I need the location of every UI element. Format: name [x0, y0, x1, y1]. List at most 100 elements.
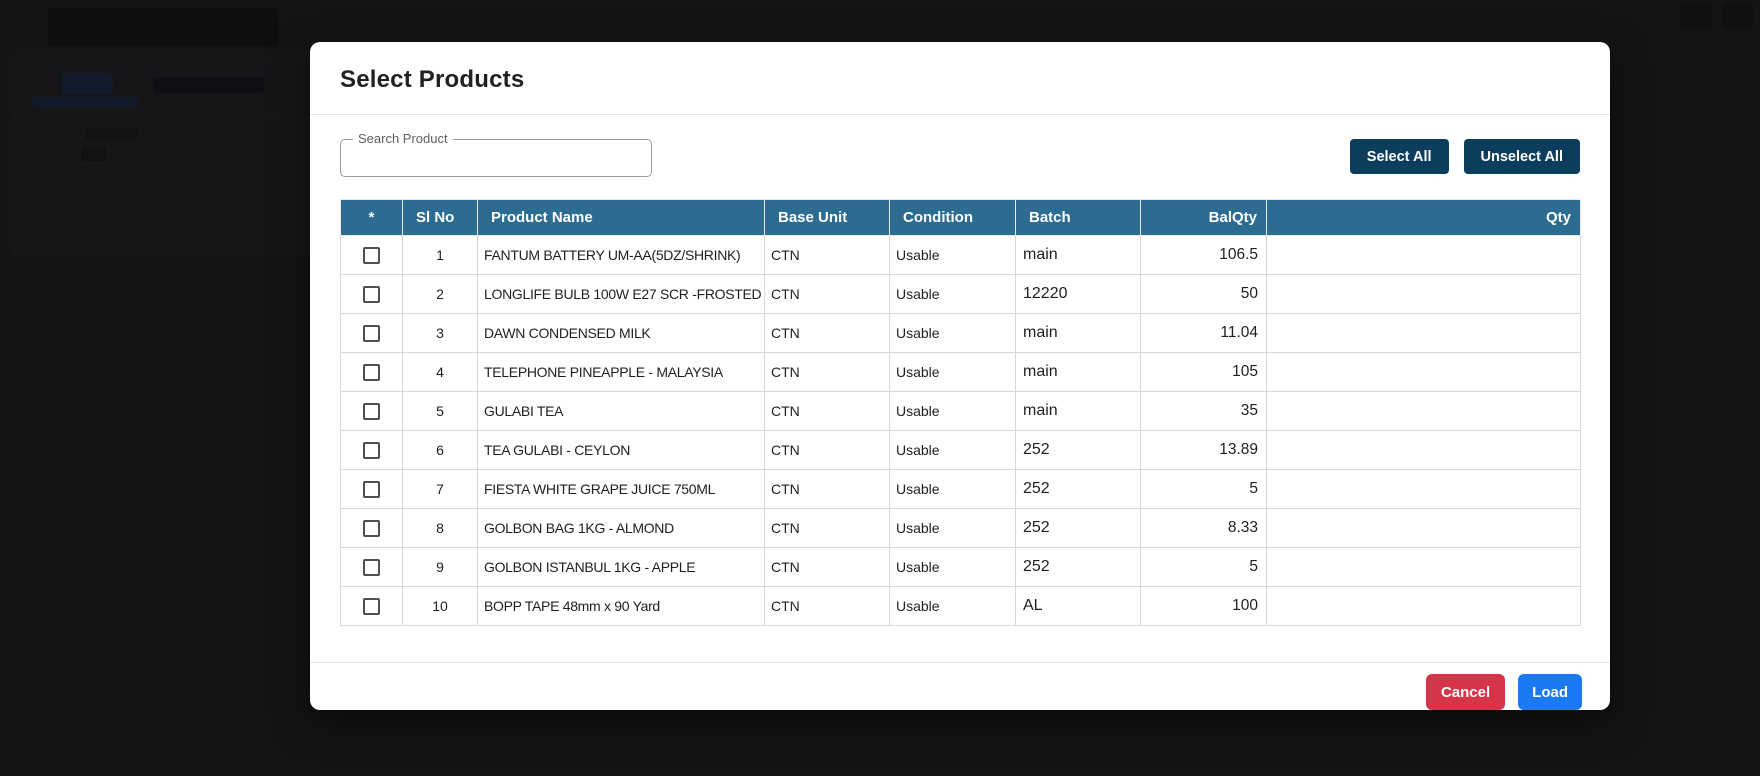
cancel-button[interactable]: Cancel: [1425, 674, 1506, 710]
row-batch: main: [1015, 235, 1141, 275]
row-product-name: TELEPHONE PINEAPPLE - MALAYSIA: [477, 352, 765, 392]
row-checkbox[interactable]: [363, 246, 380, 264]
row-balqty: 35: [1140, 391, 1267, 431]
row-condition: Usable: [889, 547, 1016, 587]
row-product-name: GOLBON BAG 1KG - ALMOND: [477, 508, 765, 548]
row-condition: Usable: [889, 508, 1016, 548]
header-batch: Batch: [1015, 199, 1141, 236]
row-qty-cell: [1266, 235, 1581, 275]
row-batch: 12220: [1015, 274, 1141, 314]
row-balqty: 11.04: [1140, 313, 1267, 353]
row-base-unit: CTN: [764, 547, 890, 587]
row-qty-cell: [1266, 430, 1581, 470]
row-product-name: FANTUM BATTERY UM-AA(5DZ/SHRINK): [477, 235, 765, 275]
row-balqty: 8.33: [1140, 508, 1267, 548]
row-batch: main: [1015, 352, 1141, 392]
row-qty-cell: [1266, 274, 1581, 314]
table-header-row: * Sl No Product Name Base Unit Condition…: [340, 199, 1581, 236]
table-row: 8 GOLBON BAG 1KG - ALMOND CTN Usable 252…: [340, 508, 1581, 548]
row-batch: main: [1015, 391, 1141, 431]
toolbar-buttons: Select All Unselect All: [1349, 139, 1580, 174]
row-product-name: GULABI TEA: [477, 391, 765, 431]
row-qty-cell: [1266, 508, 1581, 548]
row-sl-no: 10: [402, 586, 478, 626]
row-base-unit: CTN: [764, 235, 890, 275]
row-base-unit: CTN: [764, 469, 890, 509]
row-product-name: GOLBON ISTANBUL 1KG - APPLE: [477, 547, 765, 587]
row-condition: Usable: [889, 313, 1016, 353]
row-base-unit: CTN: [764, 586, 890, 626]
table-row: 6 TEA GULABI - CEYLON CTN Usable 252 13.…: [340, 430, 1581, 470]
header-sl-no: Sl No: [402, 199, 478, 236]
products-table: * Sl No Product Name Base Unit Condition…: [340, 199, 1581, 626]
row-condition: Usable: [889, 352, 1016, 392]
unselect-all-button[interactable]: Unselect All: [1463, 139, 1580, 174]
row-checkbox[interactable]: [363, 285, 380, 303]
toolbar-row: Search Product Select All Unselect All: [340, 131, 1580, 177]
product-table-body: 1 FANTUM BATTERY UM-AA(5DZ/SHRINK) CTN U…: [340, 235, 1581, 626]
row-base-unit: CTN: [764, 313, 890, 353]
header-product-name: Product Name: [477, 199, 765, 236]
row-checkbox[interactable]: [363, 363, 380, 381]
row-balqty: 5: [1140, 469, 1267, 509]
row-condition: Usable: [889, 274, 1016, 314]
row-qty-cell: [1266, 586, 1581, 626]
row-product-name: FIESTA WHITE GRAPE JUICE 750ML: [477, 469, 765, 509]
load-button[interactable]: Load: [1518, 674, 1582, 710]
row-qty-cell: [1266, 391, 1581, 431]
row-checkbox[interactable]: [363, 441, 380, 459]
row-balqty: 13.89: [1140, 430, 1267, 470]
table-row: 3 DAWN CONDENSED MILK CTN Usable main 11…: [340, 313, 1581, 353]
row-checkbox-cell: [340, 235, 403, 275]
row-qty-cell: [1266, 352, 1581, 392]
row-checkbox-cell: [340, 391, 403, 431]
row-sl-no: 5: [402, 391, 478, 431]
row-checkbox-cell: [340, 469, 403, 509]
row-batch: 252: [1015, 508, 1141, 548]
header-qty: Qty: [1266, 199, 1581, 236]
row-product-name: BOPP TAPE 48mm x 90 Yard: [477, 586, 765, 626]
row-checkbox-cell: [340, 508, 403, 548]
row-checkbox-cell: [340, 547, 403, 587]
row-sl-no: 8: [402, 508, 478, 548]
row-condition: Usable: [889, 430, 1016, 470]
row-condition: Usable: [889, 586, 1016, 626]
modal-title: Select Products: [340, 66, 525, 93]
row-checkbox[interactable]: [363, 558, 380, 576]
row-checkbox-cell: [340, 430, 403, 470]
header-condition: Condition: [889, 199, 1016, 236]
row-sl-no: 2: [402, 274, 478, 314]
row-batch: AL: [1015, 586, 1141, 626]
row-condition: Usable: [889, 391, 1016, 431]
table-row: 5 GULABI TEA CTN Usable main 35: [340, 391, 1581, 431]
row-checkbox[interactable]: [363, 324, 380, 342]
row-checkbox[interactable]: [363, 480, 380, 498]
header-base-unit: Base Unit: [764, 199, 890, 236]
row-sl-no: 6: [402, 430, 478, 470]
row-product-name: DAWN CONDENSED MILK: [477, 313, 765, 353]
select-products-modal: Select Products Search Product Select Al…: [310, 42, 1610, 710]
row-base-unit: CTN: [764, 391, 890, 431]
row-product-name: LONGLIFE BULB 100W E27 SCR -FROSTED: [477, 274, 765, 314]
footer-divider: [310, 662, 1610, 663]
row-base-unit: CTN: [764, 352, 890, 392]
row-checkbox-cell: [340, 313, 403, 353]
row-product-name: TEA GULABI - CEYLON: [477, 430, 765, 470]
search-label: Search Product: [353, 131, 453, 146]
row-sl-no: 7: [402, 469, 478, 509]
header-divider: [310, 114, 1610, 115]
row-checkbox-cell: [340, 352, 403, 392]
row-batch: main: [1015, 313, 1141, 353]
header-select-star: *: [340, 199, 403, 236]
row-qty-cell: [1266, 469, 1581, 509]
table-row: 1 FANTUM BATTERY UM-AA(5DZ/SHRINK) CTN U…: [340, 235, 1581, 275]
row-sl-no: 1: [402, 235, 478, 275]
row-checkbox[interactable]: [363, 402, 380, 420]
table-row: 2 LONGLIFE BULB 100W E27 SCR -FROSTED CT…: [340, 274, 1581, 314]
select-all-button[interactable]: Select All: [1349, 139, 1449, 174]
header-balqty: BalQty: [1140, 199, 1267, 236]
row-qty-cell: [1266, 547, 1581, 587]
search-field-wrap: Search Product: [340, 131, 652, 177]
row-checkbox[interactable]: [363, 519, 380, 537]
row-checkbox[interactable]: [363, 597, 380, 615]
